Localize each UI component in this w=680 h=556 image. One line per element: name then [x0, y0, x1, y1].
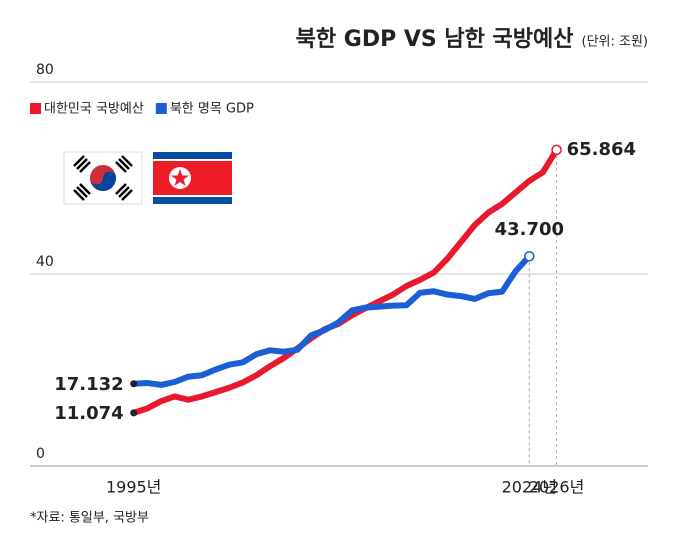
north-korea-flag	[153, 152, 232, 204]
south-korea-flag	[63, 151, 143, 205]
end-marker	[524, 250, 535, 262]
chart-subtitle: (단위: 조원)	[582, 35, 649, 50]
legend-label: 북한 명목 GDP	[170, 102, 254, 117]
legend-swatch	[30, 103, 41, 114]
series-line	[130, 253, 533, 388]
end-marker	[551, 144, 562, 156]
y-tick-label: 80	[36, 62, 54, 78]
value-label: 11.074	[54, 403, 123, 424]
y-tick-label: 40	[36, 254, 54, 270]
legend-swatch	[155, 103, 167, 114]
x-tick-label: 1995년	[106, 478, 161, 497]
start-marker	[130, 409, 138, 417]
x-tick-label: 2026년	[529, 478, 584, 497]
legend-label: 대한민국 국방예산	[44, 102, 144, 117]
start-marker	[130, 380, 138, 388]
source-note: *자료: 통일부, 국방부	[30, 511, 149, 526]
value-label: 65.864	[567, 139, 636, 160]
x-tick-label: 2024년	[502, 478, 557, 497]
y-tick-label: 0	[36, 446, 45, 462]
chart-title: 북한 GDP VS 남한 국방예산	[296, 27, 574, 52]
value-label: 43.700	[495, 219, 564, 240]
value-label: 17.132	[54, 374, 123, 395]
